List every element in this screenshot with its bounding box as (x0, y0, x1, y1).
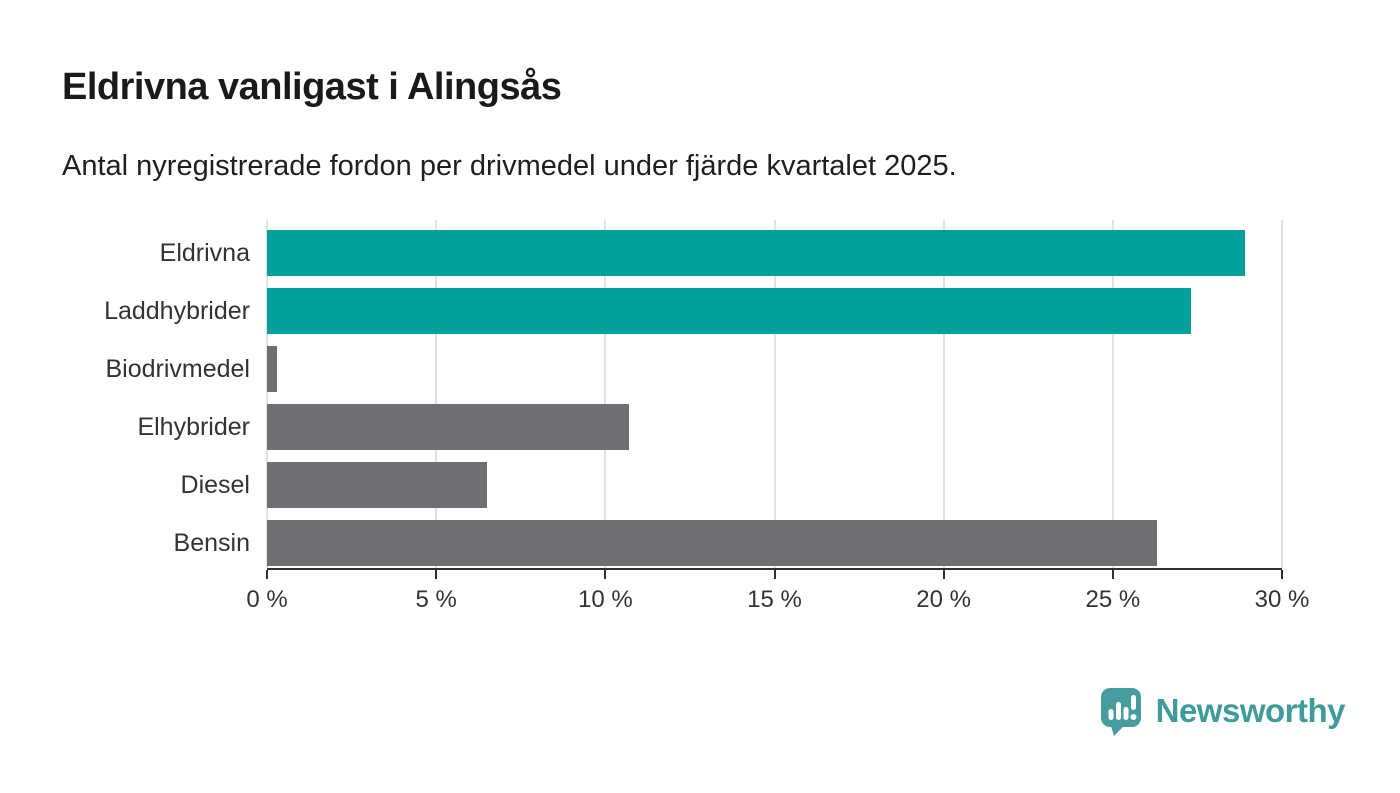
gridline (942, 220, 945, 568)
newsworthy-logo: Newsworthy (1098, 686, 1346, 736)
y-axis-category-labels: Eldrivna Laddhybrider Biodrivmedel Elhybrid… (0, 222, 250, 570)
x-axis-tick (604, 570, 607, 579)
x-axis-tick-label: 25 % (1085, 586, 1141, 613)
x-axis-tick-label: 0 % (246, 586, 288, 613)
bar-elhybrider (267, 404, 630, 450)
category-label-biodrivmedel: Biodrivmedel (105, 355, 250, 383)
x-axis-tick-label: 30 % (1254, 586, 1310, 613)
bar-bensin (267, 520, 1157, 566)
x-axis-tick-label: 15 % (747, 586, 802, 613)
plot-area (266, 220, 1283, 579)
x-axis-tick (266, 570, 268, 579)
x-axis-tick (1281, 570, 1283, 579)
x-axis-tick-label: 20 % (916, 586, 972, 613)
x-axis-tick (942, 570, 945, 579)
category-label-eldrivna: Eldrivna (159, 239, 250, 267)
x-axis-tick-label: 5 % (415, 586, 457, 613)
newsworthy-logo-icon (1100, 688, 1141, 736)
x-axis-tick (1111, 570, 1114, 579)
category-label-bensin: Bensin (173, 529, 250, 557)
gridline (1111, 220, 1114, 568)
gridline (435, 220, 438, 568)
gridline (1281, 220, 1283, 568)
gridline (604, 220, 607, 568)
newsworthy-logo-text: Newsworthy (1155, 692, 1346, 729)
bar-diesel (267, 462, 487, 508)
bar-eldrivna (267, 230, 1245, 276)
bar-laddhybrider (267, 288, 1191, 334)
x-axis-tick (435, 570, 438, 579)
x-axis-tick-labels: 0 % 5 % 10 % 15 % 20 % 25 % 30 % (246, 586, 1309, 620)
chart-subtitle: Antal nyregistrerade fordon per drivmede… (62, 150, 957, 182)
chart-title: Eldrivna vanligast i Alingsås (62, 66, 562, 108)
x-axis-tick (773, 570, 776, 579)
bar-biodrivmedel (267, 346, 278, 392)
category-label-diesel: Diesel (180, 471, 250, 499)
category-label-elhybrider: Elhybrider (137, 413, 250, 441)
category-label-laddhybrider: Laddhybrider (104, 297, 250, 325)
gridline (773, 220, 776, 568)
gridline (266, 220, 268, 568)
x-axis-tick-label: 10 % (577, 586, 633, 613)
